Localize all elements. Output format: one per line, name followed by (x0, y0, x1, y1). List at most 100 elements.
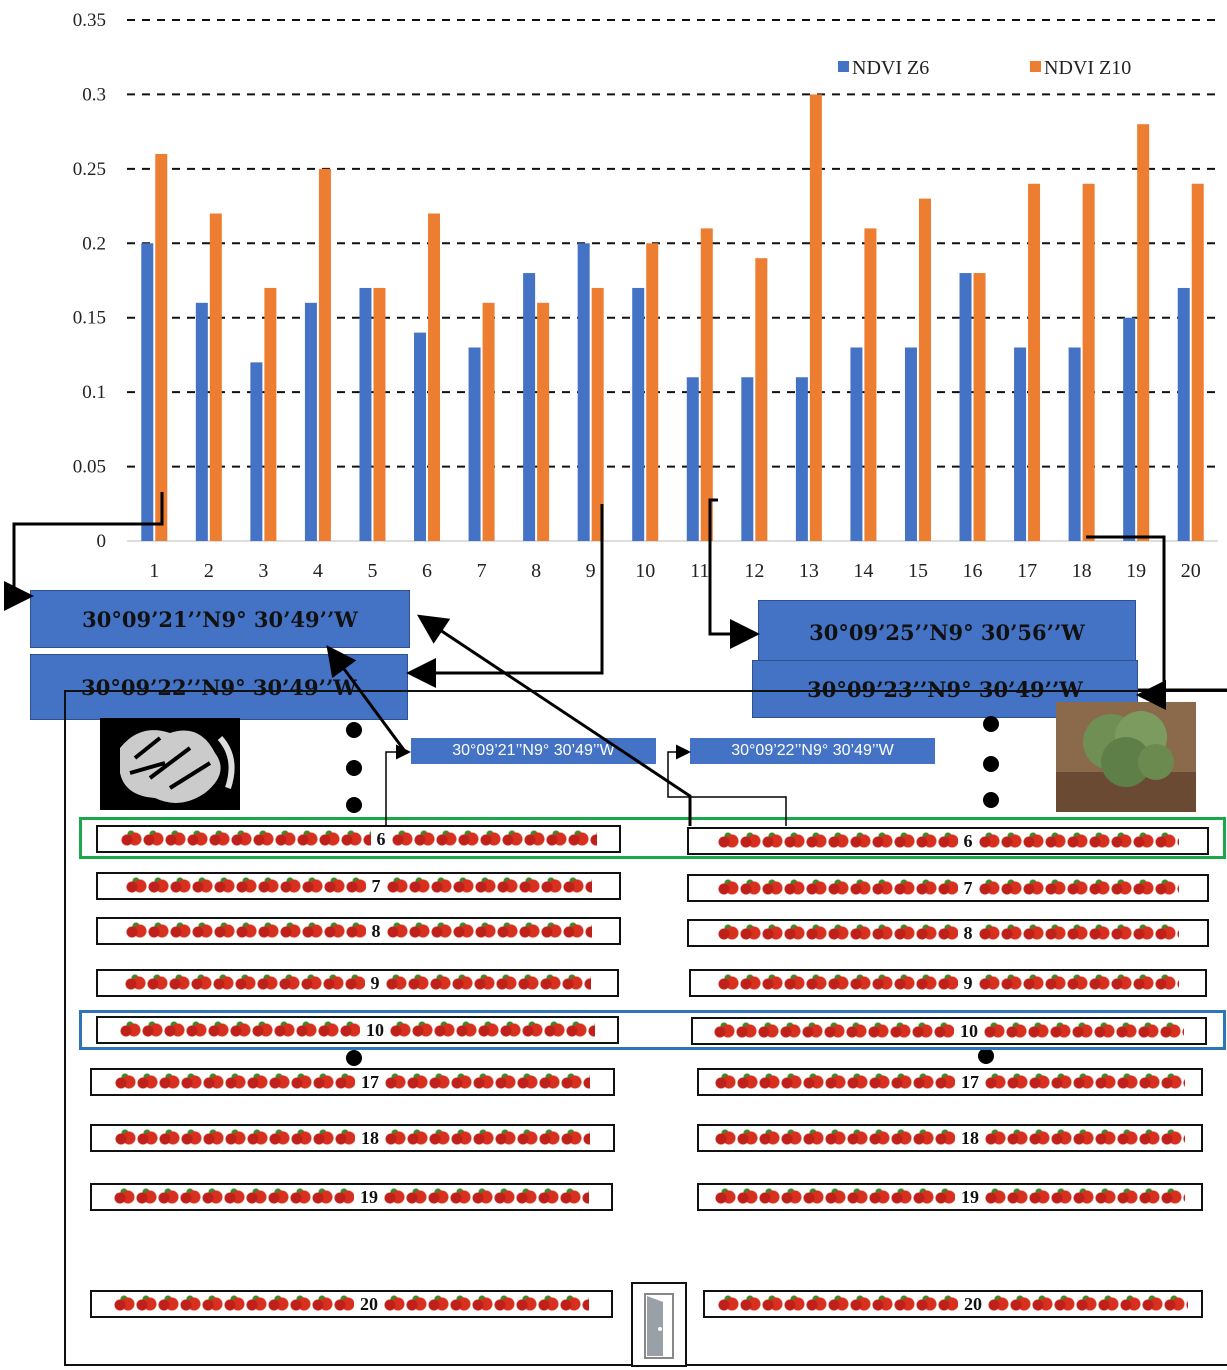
tomato-plants (978, 924, 1179, 942)
tomato-plants (385, 1129, 590, 1147)
plant-photo-thumbnail (1056, 702, 1196, 812)
coord-box-right-bottom: 30°09’23’’N9° 30’49’’W (752, 660, 1138, 718)
bar-z10 (700, 228, 713, 541)
tomato-plants (715, 1073, 955, 1091)
x-tick-label: 2 (204, 560, 214, 582)
bar-z10 (809, 94, 822, 541)
y-tick-label: 0.2 (82, 233, 106, 254)
bar-z10 (646, 243, 659, 542)
bar-z6 (468, 347, 481, 541)
x-tick-label: 13 (799, 560, 819, 582)
row-number: 7 (371, 875, 381, 896)
crop-row-left-6: 6 (96, 825, 621, 853)
bar-z6 (304, 302, 317, 541)
bar-z10 (428, 213, 441, 541)
x-tick-label: 12 (744, 560, 764, 582)
row-number: 18 (961, 1127, 979, 1148)
bar-z6 (1177, 287, 1190, 541)
crop-row-left-20: 20 (90, 1290, 613, 1318)
bar-z10 (918, 198, 931, 541)
row-number: 9 (963, 972, 973, 993)
x-tick-label: 8 (531, 560, 541, 582)
row-number: 19 (961, 1186, 979, 1207)
crop-row-left-7: 7 (96, 872, 621, 900)
bar-z6 (523, 273, 536, 541)
bar-z10 (373, 287, 386, 541)
row-number: 17 (961, 1071, 979, 1092)
bar-z10 (155, 153, 168, 541)
bar-z6 (577, 243, 590, 542)
door-icon (631, 1282, 687, 1367)
crop-row-right-9: 9 (689, 969, 1207, 997)
bar-z10 (264, 287, 277, 541)
bar-z6 (359, 287, 372, 541)
x-tick-label: 4 (313, 560, 323, 582)
row-number: 18 (361, 1127, 379, 1148)
tomato-plants (115, 1129, 355, 1147)
coord-box-left-top: 30°09’21’’N9° 30’49’’W (30, 590, 410, 648)
ellipsis-dot (983, 792, 999, 808)
crop-row-right-20: 20 (703, 1290, 1203, 1318)
highlight-row-10 (79, 1010, 1226, 1050)
highlight-row-6 (79, 817, 1226, 859)
tomato-plants (124, 974, 365, 992)
tomato-plants (717, 924, 958, 942)
bar-z10 (1028, 183, 1041, 541)
x-tick-label: 9 (586, 560, 596, 582)
bar-z10 (864, 228, 877, 541)
crop-row-left-17: 17 (90, 1068, 615, 1096)
ndvi-bar-chart: 00.050.10.150.20.250.30.351 2 3 4 5 6 7 8 9 10 11 1… (73, 10, 1218, 582)
coord-label-small-left: 30°09’21’’N9° 30’49’’W (411, 738, 656, 764)
y-tick-label: 0.35 (73, 10, 106, 31)
tomato-plants (391, 830, 597, 848)
tomato-plants (385, 974, 591, 992)
x-tick-label: 18 (1072, 560, 1092, 582)
ellipsis-dot (978, 1048, 994, 1064)
crop-row-right-6: 6 (687, 827, 1209, 855)
tomato-plants (120, 1021, 360, 1039)
tomato-plants (120, 830, 371, 848)
tomato-plants (984, 1022, 1184, 1040)
bar-z6 (850, 347, 863, 541)
bar-z10 (318, 168, 331, 541)
tomato-plants (384, 1188, 589, 1206)
row-number: 8 (371, 920, 381, 941)
y-tick-label: 0.15 (73, 308, 106, 329)
crop-row-left-9: 9 (96, 969, 619, 997)
x-tick-label: 11 (690, 560, 709, 582)
crop-row-right-18: 18 (697, 1124, 1203, 1152)
row-number: 20 (964, 1293, 982, 1314)
bar-z6 (741, 377, 754, 541)
tomato-plants (717, 879, 958, 897)
row-number: 6 (963, 830, 973, 851)
legend-swatch (1030, 61, 1041, 72)
legend-label: NDVI Z6 (852, 57, 929, 79)
tomato-plants (715, 1129, 955, 1147)
bar-z10 (482, 302, 495, 541)
row-number: 8 (963, 922, 973, 943)
bar-z10 (1137, 124, 1150, 541)
crop-row-right-17: 17 (697, 1068, 1203, 1096)
bar-z6 (904, 347, 917, 541)
tomato-plants (718, 1295, 958, 1313)
ellipsis-dot (346, 1050, 362, 1066)
ellipsis-dot (346, 760, 362, 776)
tomato-plants (385, 1073, 590, 1091)
y-tick-label: 0 (97, 531, 107, 552)
bar-z6 (195, 302, 208, 541)
row-number: 20 (360, 1293, 378, 1314)
bar-z6 (1014, 347, 1027, 541)
tomato-plants (978, 832, 1179, 850)
tomato-plants (386, 877, 592, 895)
coord-label-small-right: 30°09’22’’N9° 30’49’’W (690, 738, 935, 764)
thermal-image-thumbnail (100, 718, 240, 810)
bar-z6 (959, 273, 972, 541)
tomato-plants (125, 877, 366, 895)
x-tick-label: 5 (367, 560, 377, 582)
tomato-plants (114, 1295, 354, 1313)
bar-z10 (1191, 183, 1204, 541)
tomato-plants (114, 1188, 354, 1206)
x-tick-label: 10 (635, 560, 655, 582)
x-tick-label: 7 (477, 560, 487, 582)
tomato-plants (115, 1073, 355, 1091)
